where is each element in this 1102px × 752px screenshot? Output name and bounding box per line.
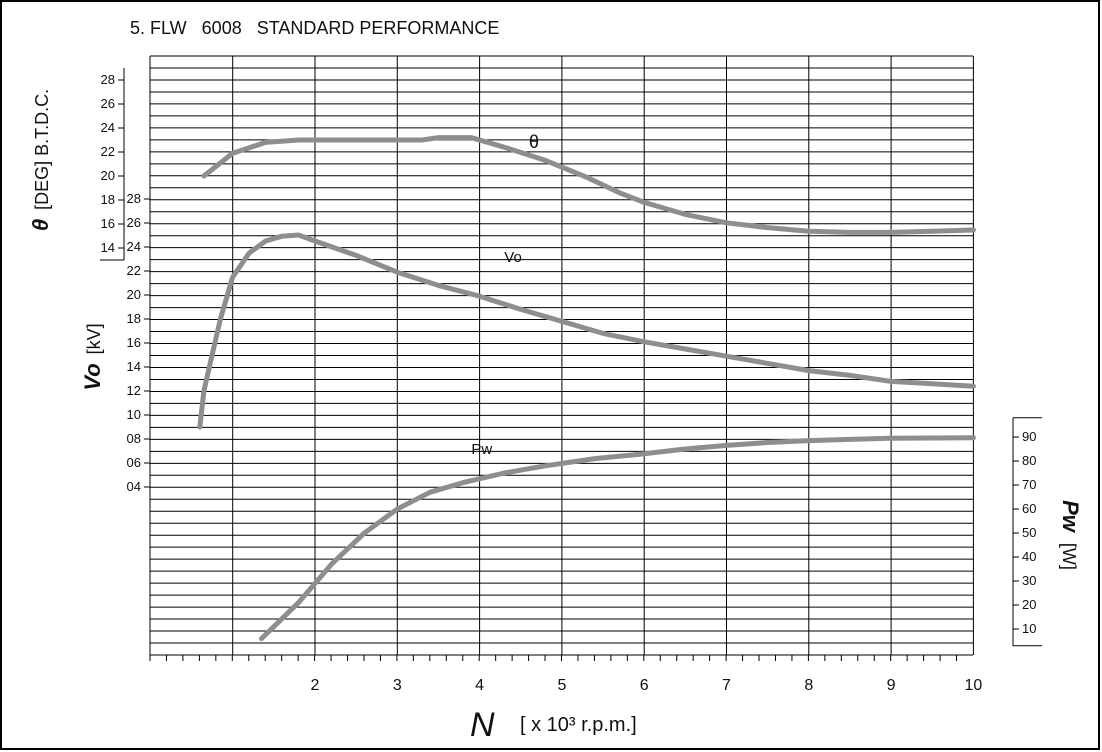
theta-unit-label: [DEG] B.T.D.C. (32, 89, 52, 210)
x-tick-label: 9 (887, 677, 896, 694)
vo-tick-label: 04 (127, 479, 141, 494)
x-tick-label: 3 (393, 677, 402, 694)
vo-tick-label: 06 (127, 455, 141, 470)
theta-tick-label: 16 (101, 216, 115, 231)
vo-tick-label: 26 (127, 215, 141, 230)
vo-tick-label: 10 (127, 407, 141, 422)
pw-tick-label: 90 (1022, 429, 1036, 444)
pw-tick-label: 30 (1022, 573, 1036, 588)
vo-tick-label: 28 (127, 191, 141, 206)
series-label: θ (529, 132, 539, 152)
vo-curve (197, 232, 976, 430)
theta-tick-label: 14 (101, 240, 115, 255)
x-axis-unit: [ x 10³ r.p.m.] (520, 714, 637, 736)
pw-tick-label: 70 (1022, 477, 1036, 492)
pw-tick-label: 60 (1022, 501, 1036, 516)
theta-tick-label: 22 (101, 144, 115, 159)
x-tick-label: 8 (804, 677, 813, 694)
pw-tick-label: 50 (1022, 525, 1036, 540)
pw-axis-title: Pw [W] (1058, 500, 1083, 570)
vo-tick-label: 22 (127, 263, 141, 278)
x-tick-label: 5 (557, 677, 566, 694)
theta-tick-label: 28 (101, 72, 115, 87)
x-tick-label: 6 (640, 677, 649, 694)
series-label: Vo (504, 249, 522, 266)
x-axis-symbol: N (470, 706, 495, 744)
vo-tick-label: 12 (127, 383, 141, 398)
theta-symbol: θ (28, 219, 53, 231)
vo-tick-label: 24 (127, 239, 141, 254)
pw-tick-label: 10 (1022, 621, 1036, 636)
axes: 2 3 4 5 6 7 8 9 10 28 26 24 22 20 18 16 14 28 26 24 22 20 18 16… (100, 68, 1042, 694)
pw-tick-label: 20 (1022, 597, 1036, 612)
curves: θ Vo Pw (197, 132, 976, 642)
vo-tick-label: 14 (127, 359, 141, 374)
vo-tick-label: 18 (127, 311, 141, 326)
x-tick-label: 4 (475, 677, 484, 694)
theta-tick-label: 18 (101, 192, 115, 207)
vo-axis-title: Vo [kV] (80, 323, 105, 390)
pw-tick-label: 40 (1022, 549, 1036, 564)
x-tick-label: 7 (722, 677, 731, 694)
svg-text:θ [DEG] B.T.D.C.: θ [DEG] B.T.D.C. (28, 89, 53, 231)
vo-unit-label: [kV] (84, 323, 104, 354)
pw-curve (259, 435, 976, 642)
pw-unit-label: [W] (1059, 543, 1079, 570)
pw-symbol: Pw (1058, 500, 1083, 534)
theta-tick-label: 26 (101, 96, 115, 111)
theta-axis-title: θ [DEG] B.T.D.C. (28, 89, 53, 231)
chart-title: 5. FLW 6008 STANDARD PERFORMANCE (130, 18, 499, 38)
vo-symbol: Vo (80, 363, 105, 390)
theta-tick-label: 24 (101, 120, 115, 135)
svg-text:Vo [kV]: Vo [kV] (80, 323, 105, 390)
x-tick-label: 10 (965, 677, 983, 694)
vo-tick-label: 08 (127, 431, 141, 446)
pw-tick-label: 80 (1022, 453, 1036, 468)
theta-curve (201, 135, 976, 235)
theta-tick-label: 20 (101, 168, 115, 183)
vo-tick-label: 20 (127, 287, 141, 302)
svg-text:Pw [W]: Pw [W] (1058, 500, 1083, 570)
vo-tick-label: 16 (127, 335, 141, 350)
series-label: Pw (471, 441, 492, 458)
grid (149, 55, 974, 661)
x-tick-label: 2 (311, 677, 320, 694)
